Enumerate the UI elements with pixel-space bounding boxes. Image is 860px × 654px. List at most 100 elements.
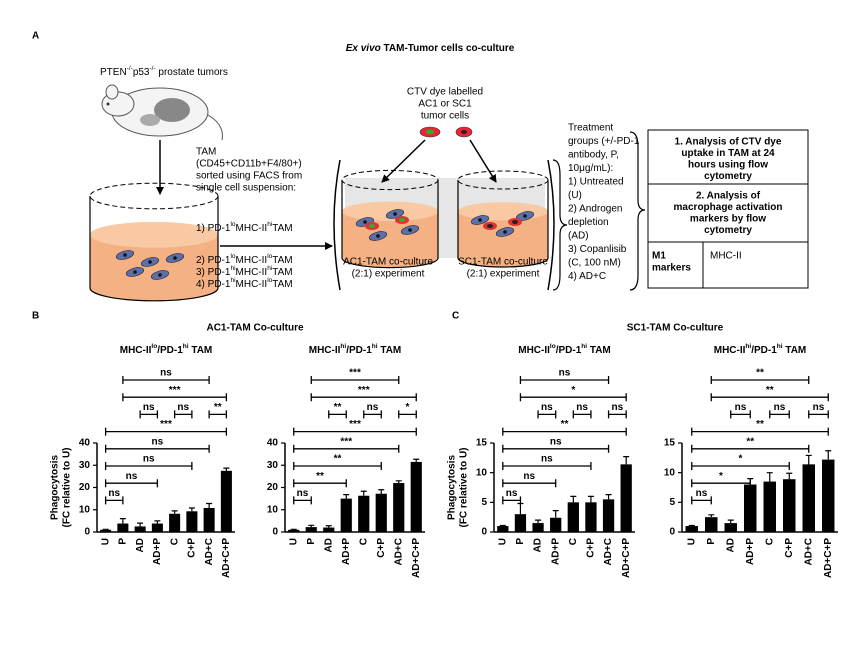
- bar: [186, 511, 198, 532]
- analysis-step: hours using flow: [688, 160, 768, 171]
- chart-subtitle: MHC-IIlo/PD-1hi TAM: [120, 343, 213, 355]
- dish-wall: [89, 196, 219, 302]
- analysis-step: cytometry: [704, 171, 752, 182]
- bar: [744, 484, 757, 532]
- treatment-text: (AD): [568, 231, 589, 242]
- bar: [532, 523, 544, 532]
- text-segment: MHC-II: [309, 345, 341, 356]
- bar: [783, 479, 796, 532]
- text-segment: /PD-1: [751, 345, 777, 356]
- chart-subtitle: MHC-IIhi/PD-1hi TAM: [714, 343, 807, 355]
- error-bar: [766, 472, 773, 482]
- significance-label: *: [719, 471, 723, 482]
- analysis-step: 2. Analysis of: [696, 191, 761, 202]
- tumor-cell-nucleus: [369, 224, 375, 228]
- significance-label: *: [406, 402, 410, 413]
- chart-subtitle: MHC-IIhi/PD-1hi TAM: [309, 343, 402, 355]
- significance-bracket: [104, 496, 124, 505]
- text-segment: MHC-II: [236, 223, 268, 234]
- significance-label: **: [756, 368, 764, 379]
- significance-bracket: [293, 444, 400, 453]
- significance-bracket: [502, 496, 522, 505]
- dish-wall: [341, 180, 439, 269]
- text-segment: lo: [230, 221, 235, 228]
- bar: [497, 526, 509, 532]
- error-bar: [413, 458, 420, 462]
- bar: [567, 502, 579, 532]
- significance-bracket: [691, 496, 712, 505]
- treatment-text: (U): [568, 190, 582, 201]
- significance-bracket: [363, 410, 382, 419]
- error-bar: [727, 519, 734, 524]
- bar: [550, 517, 562, 532]
- m1-label: M1: [652, 251, 666, 262]
- error-bar: [786, 472, 793, 480]
- figure-title: Ex vivo TAM-Tumor cells co-culture: [346, 43, 515, 54]
- significance-bracket: [502, 427, 627, 436]
- error-bar: [395, 480, 402, 484]
- x-tick-label: AD+P: [341, 538, 352, 565]
- bar: [151, 523, 163, 532]
- text-segment: MHC-II: [236, 255, 268, 266]
- x-tick-label: AD+P: [550, 538, 561, 565]
- dye-label: AC1 or SC1: [418, 99, 472, 110]
- significance-bracket: [769, 410, 790, 419]
- significance-bracket: [519, 393, 627, 402]
- error-bar: [360, 490, 367, 496]
- x-tick-label: C: [169, 538, 180, 545]
- text-segment: 4) PD-1: [196, 279, 231, 290]
- y-tick-label: 0: [669, 527, 675, 538]
- text-segment: 3) PD-1: [196, 267, 231, 278]
- bar: [323, 527, 335, 532]
- cell-nucleus: [173, 256, 177, 260]
- significance-label: ns: [523, 471, 535, 482]
- x-tick-label: AD: [725, 538, 736, 552]
- error-bar: [535, 519, 542, 524]
- y-tick-label: 40: [79, 438, 91, 449]
- text-segment: lo: [267, 253, 272, 260]
- dish-medium-top: [342, 201, 438, 221]
- significance-bracket: [104, 444, 210, 453]
- y-tick-label: 10: [476, 467, 488, 478]
- bar: [375, 493, 387, 532]
- x-tick-label: P: [118, 538, 129, 545]
- significance-bracket: [293, 479, 347, 488]
- cell-nucleus: [133, 270, 137, 274]
- significance-bracket: [293, 496, 312, 505]
- significance-label: ns: [813, 402, 825, 413]
- y-tick-label: 15: [476, 438, 488, 449]
- x-tick-label: AD+C+P: [621, 538, 632, 578]
- y-axis-label: (FC relative to U): [459, 447, 470, 527]
- bar: [340, 498, 352, 532]
- bar: [620, 464, 632, 532]
- x-tick-label: C+P: [376, 538, 387, 558]
- significance-bracket: [519, 376, 610, 384]
- analysis-step: 1. Analysis of CTV dye: [675, 137, 782, 148]
- significance-label: ns: [143, 454, 155, 465]
- significance-bracket: [139, 410, 159, 419]
- error-bar: [223, 467, 230, 471]
- text-segment: MHC-II: [120, 345, 152, 356]
- x-tick-label: P: [706, 538, 717, 545]
- y-tick-label: 10: [79, 504, 91, 515]
- significance-bracket: [104, 427, 228, 436]
- significance-label: ***: [169, 385, 181, 396]
- significance-bracket: [398, 410, 417, 419]
- treatment-text: 10μg/mL):: [568, 163, 613, 174]
- significance-bracket: [173, 410, 193, 419]
- tam-description: single cell suspension:: [196, 183, 296, 194]
- significance-label: ***: [358, 385, 370, 396]
- y-axis-label: Phagocytosis: [50, 455, 61, 520]
- dish-medium-top: [90, 221, 218, 248]
- panel-title: AC1-TAM Co-culture: [206, 323, 303, 334]
- bar: [410, 461, 422, 532]
- text-segment: hi: [267, 265, 272, 272]
- text-segment: lo: [151, 343, 157, 350]
- text-segment: hi: [745, 343, 751, 350]
- bar: [685, 526, 698, 532]
- error-bar: [623, 456, 630, 465]
- significance-bracket: [293, 462, 382, 470]
- coculture-label: (2:1) experiment: [467, 269, 540, 280]
- treatment-text: (C, 100 nM): [568, 258, 621, 269]
- text-segment: hi: [183, 343, 189, 350]
